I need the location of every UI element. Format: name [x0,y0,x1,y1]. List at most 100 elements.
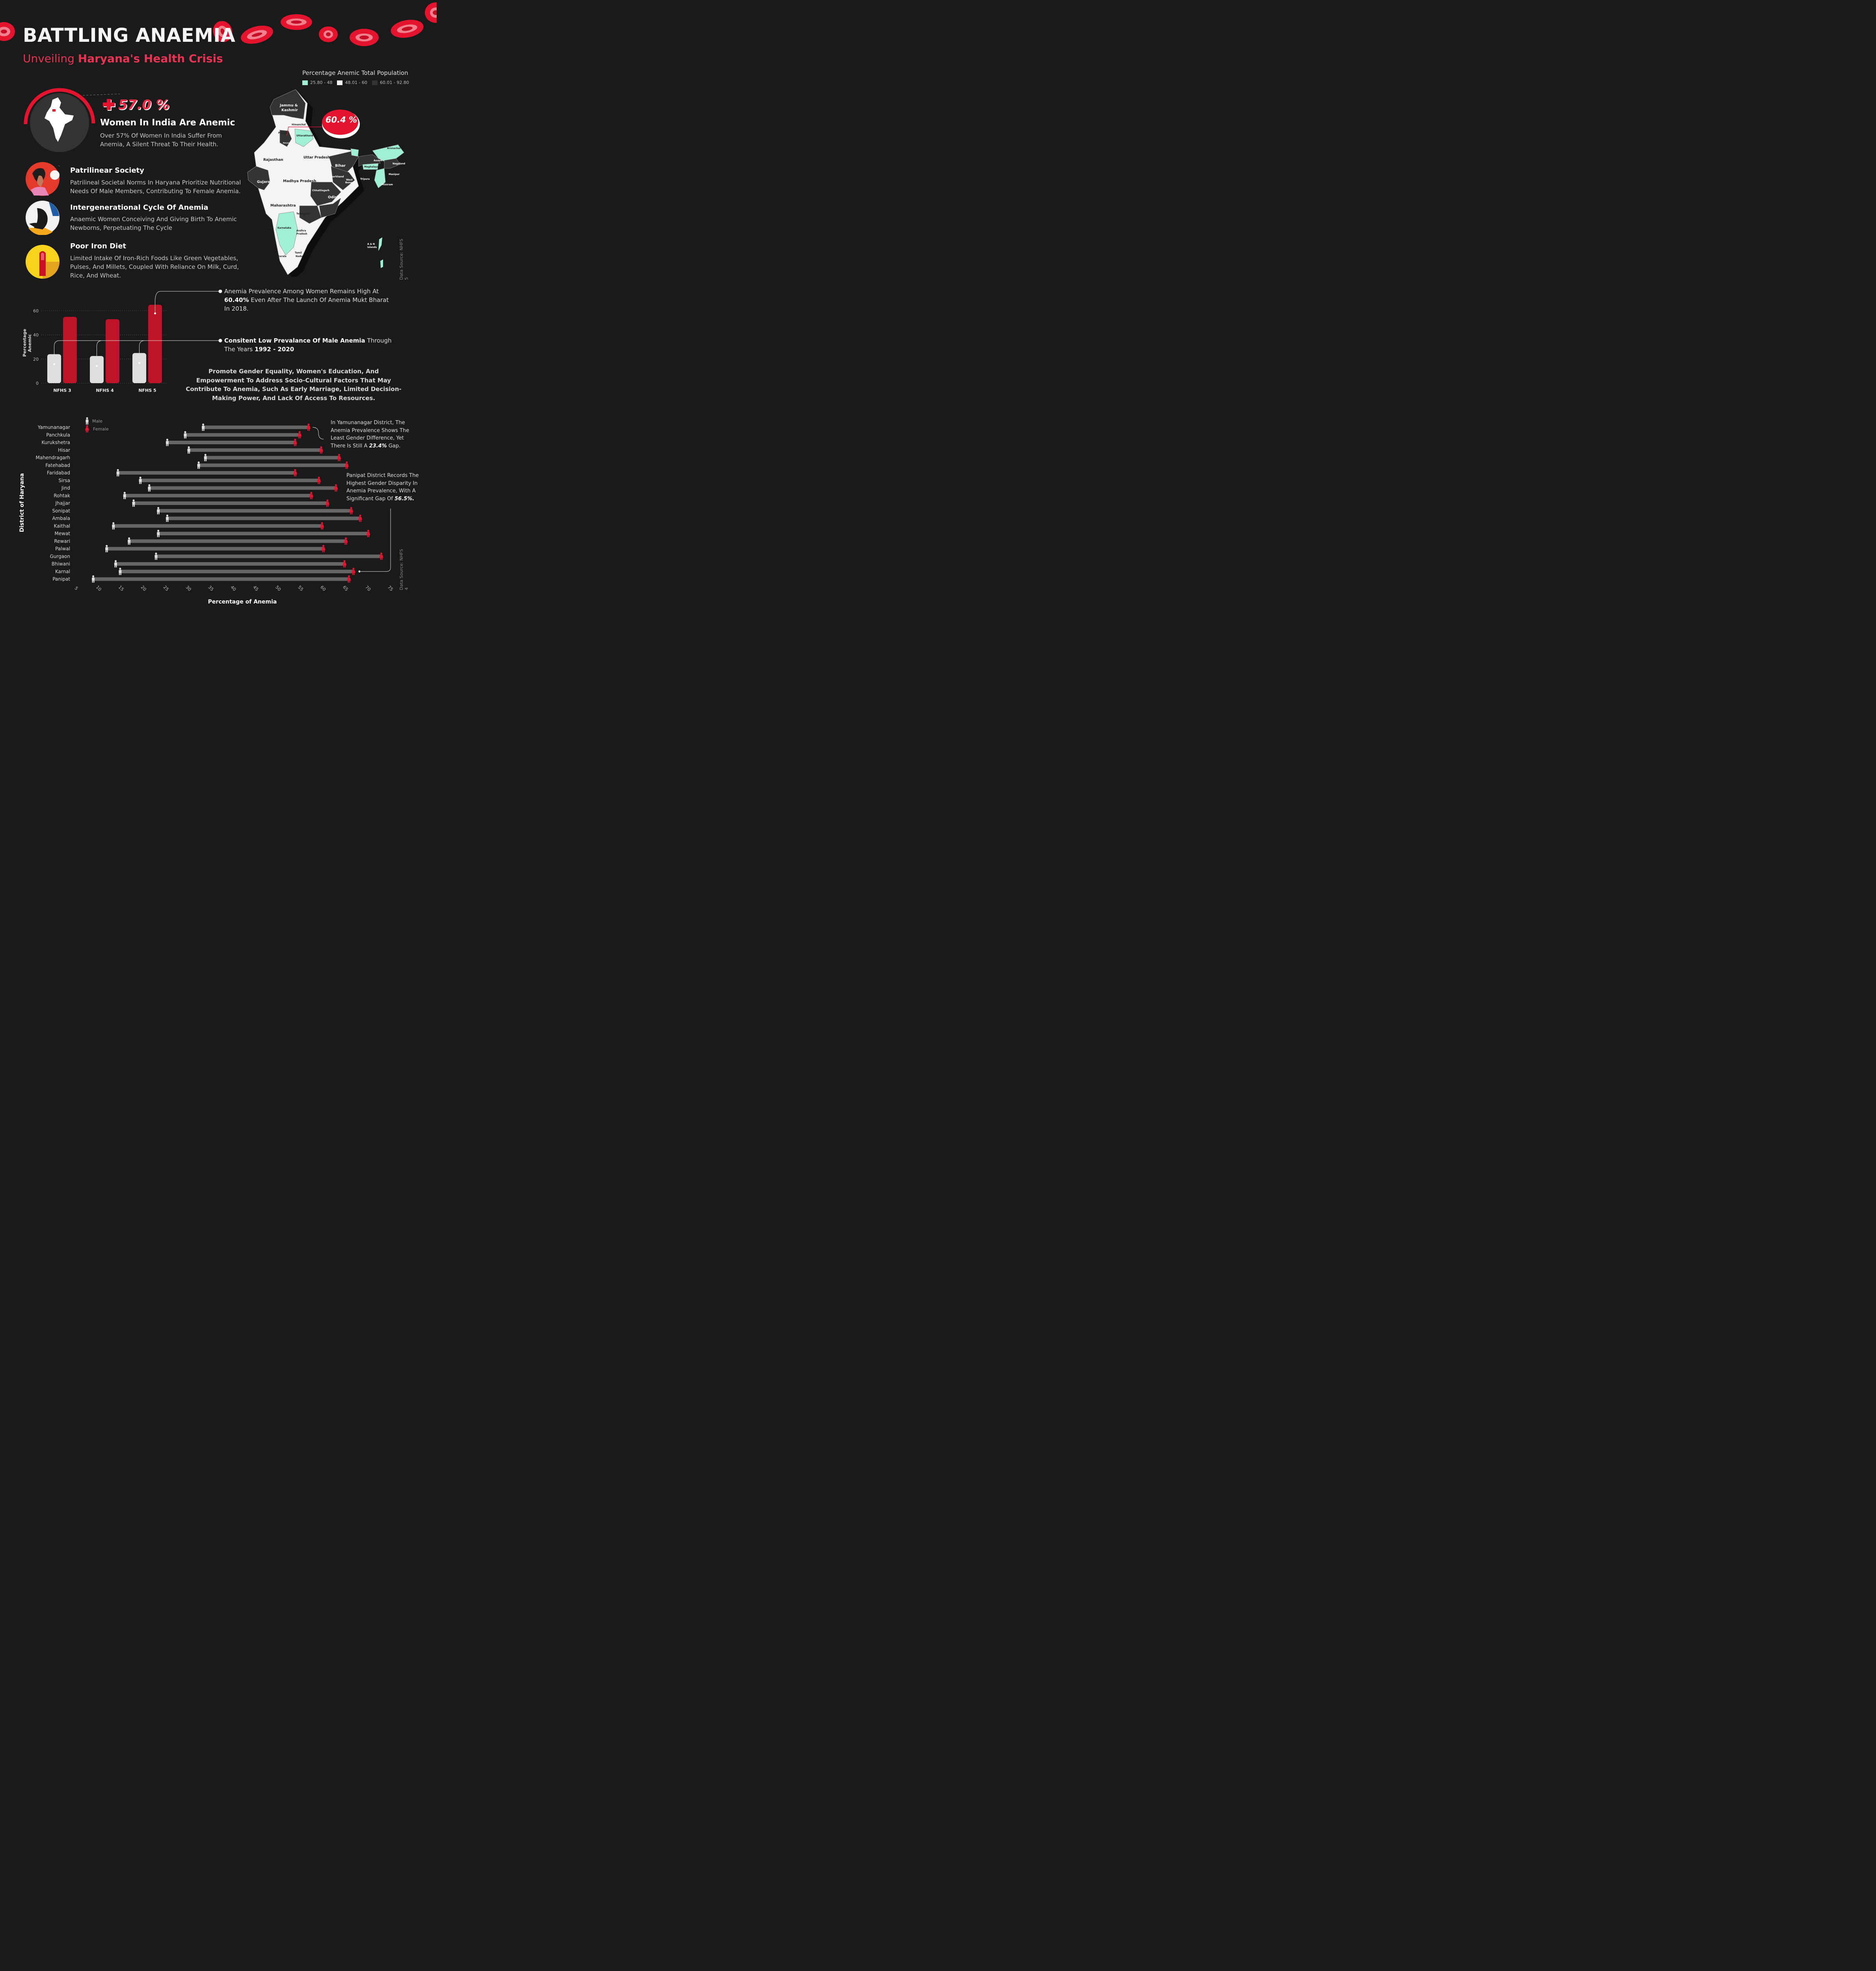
svg-text:Rajasthan: Rajasthan [263,158,283,162]
male-marker-body [187,448,190,452]
bar-female-nfhs4 [106,319,119,383]
panipat-note-bold: 56.5%. [395,496,415,502]
male-marker-body [132,501,135,505]
male-marker [148,484,151,492]
male-marker-body [157,509,160,512]
male-marker-leg [134,504,135,507]
male-marker-head [123,492,126,494]
bar-category-label: NFHS 4 [96,388,114,393]
female-marker [309,492,313,499]
female-marker-body [349,509,354,512]
female-marker-head [359,514,361,517]
district-bar [129,539,346,543]
legend-female-icon-head [86,425,88,427]
x-tick-label: 30 [185,585,192,592]
male-marker-leg [107,550,108,552]
svg-text:West: West [346,179,353,181]
district-label: Mahendragarh [35,455,70,460]
female-marker-body [379,555,383,558]
svg-text:Bengal: Bengal [345,181,354,184]
district-bar [120,570,354,574]
female-marker-leg [311,497,313,499]
district-label: Gurgaon [50,553,70,559]
male-marker-body [105,547,108,550]
yamunanagar-note-post: Gap. [387,443,401,449]
district-label: Rewari [54,538,70,544]
svg-text:A & N: A & N [367,243,375,246]
female-marker [334,484,338,492]
female-marker-leg [359,520,360,522]
x-tick-label: 10 [95,585,102,592]
female-marker-body [344,539,348,543]
male-marker-leg [204,459,205,461]
male-callout-end [218,339,222,343]
factor-text-1: Patrilineal Societal Norms In Haryana Pr… [70,179,241,195]
female-marker-head [335,484,337,486]
female-marker-head [322,545,325,547]
female-marker-head [294,438,296,441]
female-marker [344,461,349,469]
district-bar [125,494,311,497]
svg-text:Maharashtra: Maharashtra [270,204,296,208]
legend-item-mid: 48.01 - 60 [337,80,367,85]
male-marker-body [166,441,169,444]
svg-text:Karnataka: Karnataka [277,227,291,229]
male-marker [184,431,187,439]
svg-text:Nadu: Nadu [296,255,303,258]
male-marker-body [184,433,187,437]
plus-icon [103,99,115,111]
district-dumbbell-chart: Male Female Yamunanagar Panchkula Kurukshetr… [35,417,394,592]
svg-text:Arunachal: Arunachal [387,147,400,150]
district-bar [158,532,368,535]
female-marker-body [351,570,355,573]
female-marker [307,423,311,431]
intro-heading: Women In India Are Anemic [100,118,235,128]
x-tick-label: 15 [117,585,125,592]
female-marker [293,438,297,446]
female-marker [344,537,348,545]
male-marker-leg [158,535,160,537]
female-marker-head [380,552,383,555]
svg-text:Goa: Goa [267,227,272,229]
female-marker-leg [352,572,354,575]
district-label: Sonipat [52,508,70,514]
district-bar [118,471,295,475]
male-marker-leg [116,565,117,568]
svg-text:Jharkhand: Jharkhand [330,175,344,178]
intro-text: Over 57% Of Women In India Suffer From A… [100,132,222,148]
female-marker-head [367,529,370,532]
district-label: Sirsa [59,478,71,483]
bar-male-nfhs4 [90,356,104,383]
bar-ytick-label: 0 [36,381,39,386]
female-marker [317,477,321,484]
female-marker-leg [354,572,355,575]
panipat-connector-dot [358,570,361,573]
legend-female-icon-leg [87,430,88,432]
female-marker-leg [322,550,324,552]
female-marker-body [319,448,323,452]
female-marker-body [325,501,329,505]
legend-item-high: 60.01 - 92.80 [372,80,409,85]
bar-ytick-label: 20 [33,357,39,362]
male-marker-body [201,426,205,429]
male-marker-leg [128,542,129,545]
district-bar [93,577,349,581]
female-marker-leg [344,542,346,545]
female-marker-leg [322,527,324,530]
bar-female-nfhs5 [148,305,162,383]
male-marker-head [119,568,121,570]
female-marker-leg [336,489,337,492]
district-bar [185,433,300,437]
district-label: Fatehabad [45,462,70,468]
district-label: Mewat [54,531,70,537]
male-marker-head [112,522,115,524]
legend-female-icon [85,425,89,432]
district-label: Panipat [52,576,70,582]
legend-female-icon-body [85,427,89,430]
district-label: Yamunanagar [37,425,70,430]
svg-text:Himanchal: Himanchal [292,123,306,126]
svg-text:Uttarakhand: Uttarakhand [296,134,313,137]
male-marker [157,507,160,514]
female-marker-head [338,454,341,456]
male-note: Consitent Low Prevalance Of Male Anemia … [224,336,394,354]
